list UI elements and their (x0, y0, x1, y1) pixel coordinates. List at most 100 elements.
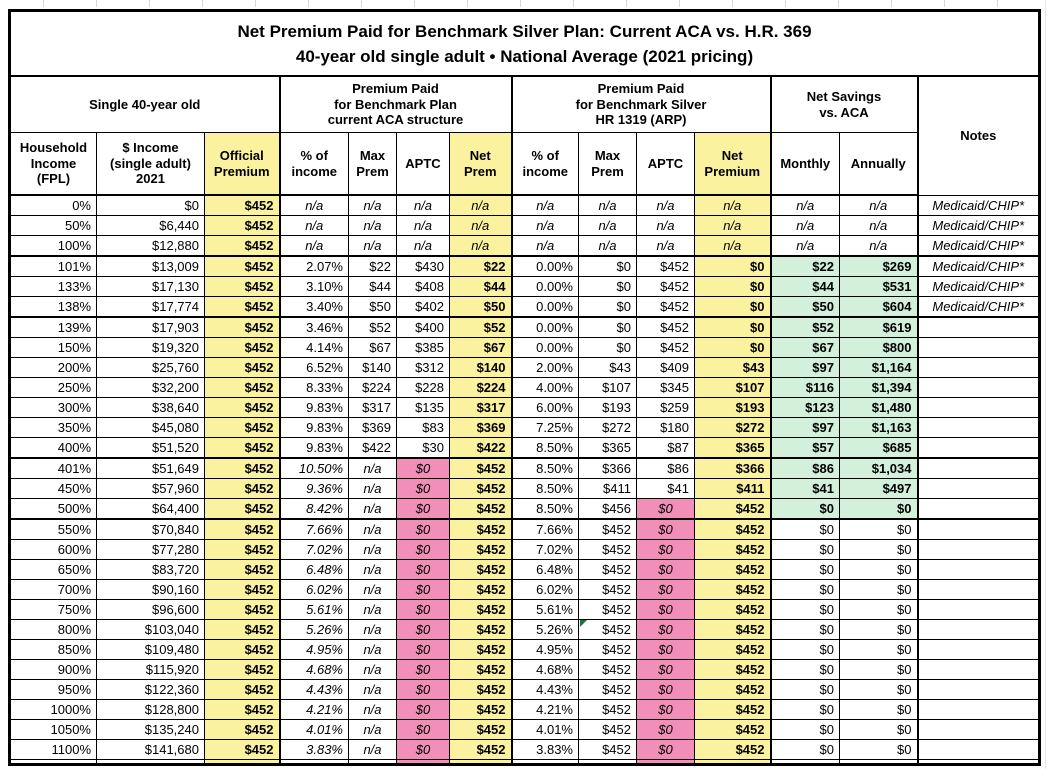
cell-notes[interactable] (916, 639, 1040, 660)
cell-savings-monthly[interactable]: n/a (769, 194, 840, 216)
cell-arp-aptc[interactable]: $345 (636, 377, 695, 398)
cell-arp-net-premium[interactable]: n/a (694, 235, 771, 257)
cell-official-premium[interactable]: $452 (204, 255, 280, 277)
cell-aca-aptc[interactable]: $0 (396, 739, 450, 760)
cell-arp-net-premium[interactable]: $411 (694, 478, 771, 499)
cell-aca-aptc[interactable]: $0 (396, 599, 450, 620)
cell-savings-monthly[interactable]: $123 (769, 397, 840, 418)
cell-fpl[interactable]: 100% (9, 235, 97, 257)
cell-official-premium[interactable]: $452 (204, 316, 280, 338)
cell-notes[interactable] (916, 397, 1040, 418)
cell-income[interactable]: $96,600 (96, 599, 205, 620)
cell-fpl[interactable]: 300% (9, 397, 97, 418)
cell-aca-pct-income[interactable]: 2.07% (278, 255, 349, 277)
cell-savings-monthly[interactable]: $86 (769, 457, 840, 479)
cell-aca-net-prem[interactable]: $369 (449, 417, 512, 438)
cell-aca-aptc[interactable]: $0 (396, 659, 450, 680)
cell-arp-aptc[interactable]: $0 (636, 559, 695, 580)
cell-arp-net-premium[interactable]: $43 (694, 357, 771, 378)
cell-arp-aptc[interactable]: n/a (636, 194, 695, 216)
cell-savings-annually[interactable]: $0 (839, 639, 918, 660)
cell-fpl[interactable]: 750% (9, 599, 97, 620)
cell-notes[interactable] (916, 559, 1040, 580)
cell-aca-net-prem[interactable]: $317 (449, 397, 512, 418)
cell-savings-annually[interactable]: $0 (839, 619, 918, 640)
cell-official-premium[interactable]: $452 (204, 599, 280, 620)
cell-arp-pct-income[interactable]: 3.83% (510, 739, 579, 760)
cell-arp-aptc[interactable]: $0 (636, 679, 695, 700)
cell-savings-monthly[interactable]: $50 (769, 296, 840, 318)
cell-notes[interactable] (916, 699, 1040, 720)
cell-official-premium[interactable]: $452 (204, 719, 280, 740)
cell-arp-pct-income[interactable]: 6.00% (510, 397, 579, 418)
cell-arp-net-premium[interactable]: $0 (694, 296, 771, 318)
cell-savings-annually[interactable]: $1,394 (839, 377, 918, 398)
cell-aca-max-prem[interactable]: n/a (348, 457, 397, 479)
cell-arp-aptc[interactable]: $87 (636, 437, 695, 459)
cell-savings-monthly[interactable]: $22 (769, 255, 840, 277)
cell-arp-net-premium[interactable]: $452 (694, 699, 771, 720)
cell-notes[interactable]: Medicaid/CHIP* (916, 255, 1040, 277)
cell-aca-max-prem[interactable]: n/a (348, 659, 397, 680)
cell-aca-max-prem[interactable]: n/a (348, 699, 397, 720)
cell-income[interactable]: $51,649 (96, 457, 205, 479)
cell-income[interactable]: $141,680 (96, 739, 205, 760)
cell-arp-max-prem[interactable]: $452 (578, 639, 637, 660)
cell-savings-monthly[interactable]: $67 (769, 337, 840, 358)
cell-notes[interactable] (916, 478, 1040, 499)
cell-aca-max-prem[interactable]: n/a (348, 539, 397, 560)
cell-savings-annually[interactable]: $0 (839, 599, 918, 620)
cell-arp-aptc[interactable]: $0 (636, 639, 695, 660)
cell-official-premium[interactable]: $452 (204, 296, 280, 318)
cell-aca-pct-income[interactable]: 4.14% (278, 337, 349, 358)
cell-fpl[interactable]: 1050% (9, 719, 97, 740)
cell-arp-pct-income[interactable]: 6.48% (510, 559, 579, 580)
cell-arp-max-prem[interactable]: $452 (578, 539, 637, 560)
cell-aca-pct-income[interactable]: 10.50% (278, 457, 349, 479)
cell-aca-aptc[interactable]: $0 (396, 559, 450, 580)
cell-arp-pct-income[interactable]: 8.50% (510, 457, 579, 479)
cell-arp-pct-income[interactable]: 7.25% (510, 417, 579, 438)
cell-savings-monthly[interactable]: $0 (769, 498, 840, 520)
cell-arp-max-prem[interactable]: $366 (578, 457, 637, 479)
cell-fpl[interactable]: 700% (9, 579, 97, 600)
cell-fpl[interactable]: 50% (9, 215, 97, 236)
cell-official-premium[interactable]: $452 (204, 579, 280, 600)
cell-aca-max-prem[interactable]: n/a (348, 639, 397, 660)
cell-official-premium[interactable]: $452 (204, 659, 280, 680)
cell-arp-max-prem[interactable]: $0 (578, 255, 637, 277)
cell-aca-pct-income[interactable]: 4.21% (278, 699, 349, 720)
cell-arp-net-premium[interactable]: n/a (694, 194, 771, 216)
cell-income[interactable]: $70,840 (96, 518, 205, 540)
cell-fpl[interactable]: 200% (9, 357, 97, 378)
cell-aca-max-prem[interactable]: $67 (348, 337, 397, 358)
cell-notes[interactable]: Medicaid/CHIP* (916, 194, 1040, 216)
cell-savings-annually[interactable]: $0 (839, 498, 918, 520)
cell-official-premium[interactable]: $452 (204, 377, 280, 398)
cell-arp-net-premium[interactable]: $107 (694, 377, 771, 398)
cell-aca-pct-income[interactable]: n/a (278, 235, 349, 257)
cell-savings-annually[interactable]: $0 (839, 699, 918, 720)
cell-arp-pct-income[interactable]: 8.50% (510, 437, 579, 459)
cell-aca-pct-income[interactable]: 6.02% (278, 579, 349, 600)
cell-arp-net-premium[interactable]: $0 (694, 255, 771, 277)
cell-aca-net-prem[interactable]: $22 (449, 255, 512, 277)
cell-arp-net-premium[interactable]: $0 (694, 337, 771, 358)
cell-official-premium[interactable]: $452 (204, 276, 280, 297)
cell-savings-monthly[interactable]: $57 (769, 437, 840, 459)
cell-aca-aptc[interactable]: $0 (396, 518, 450, 540)
cell-arp-pct-income[interactable]: 4.00% (510, 377, 579, 398)
cell-aca-max-prem[interactable]: $224 (348, 377, 397, 398)
cell-income[interactable]: $25,760 (96, 357, 205, 378)
cell-arp-pct-income[interactable]: 6.02% (510, 579, 579, 600)
cell-savings-annually[interactable]: $604 (839, 296, 918, 318)
group-header-arp[interactable]: Premium Paid for Benchmark Silver HR 131… (510, 75, 771, 133)
cell-savings-monthly[interactable]: $0 (769, 719, 840, 740)
cell-income[interactable]: $103,040 (96, 619, 205, 640)
cell-aca-aptc[interactable]: $135 (396, 397, 450, 418)
cell-aca-aptc[interactable]: $430 (396, 255, 450, 277)
cell-arp-aptc[interactable]: $0 (636, 498, 695, 520)
cell-income[interactable]: $83,720 (96, 559, 205, 580)
cell-notes[interactable]: Medicaid/CHIP* (916, 296, 1040, 318)
cell-income[interactable]: $38,640 (96, 397, 205, 418)
